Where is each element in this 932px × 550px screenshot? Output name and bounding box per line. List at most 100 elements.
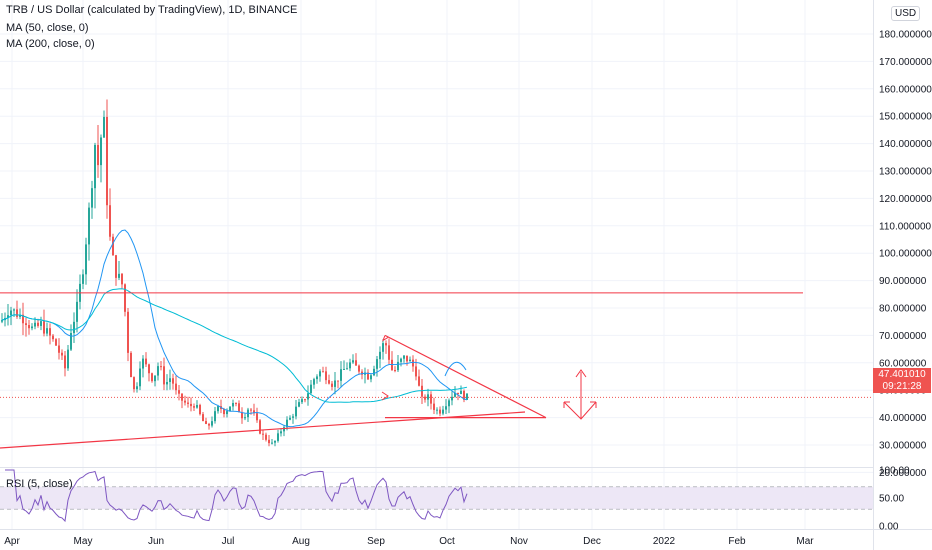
time-axis-label: Feb: [728, 536, 746, 547]
candle-body: [379, 351, 381, 360]
currency-button[interactable]: USD: [891, 6, 921, 21]
last-price-tag: 47.401010: [873, 368, 931, 381]
candle-body: [157, 366, 159, 376]
candle-body: [112, 236, 114, 256]
candle-body: [286, 419, 288, 428]
price-axis-label: 40.000000: [879, 413, 927, 424]
candle-body: [208, 423, 210, 426]
rsi-line: [5, 469, 468, 523]
time-axis-label: Apr: [4, 536, 20, 547]
candle-body: [223, 409, 225, 415]
candle-body: [76, 301, 78, 322]
candle-body: [370, 375, 372, 380]
candle-body: [1, 320, 3, 322]
legend-rsi[interactable]: RSI (5, close): [6, 478, 73, 490]
price-axis-label: 20.000000: [879, 468, 927, 479]
legend-ma200[interactable]: MA (200, close, 0): [6, 38, 95, 50]
candle-body: [304, 399, 306, 401]
chart-grid: [0, 0, 873, 529]
candle-body: [235, 403, 237, 405]
candles: [1, 99, 468, 447]
candle-body: [28, 325, 30, 329]
candle-body: [145, 358, 147, 365]
candle-body: [349, 362, 351, 369]
candle-body: [217, 406, 219, 412]
candle-body: [7, 315, 9, 319]
candle-body: [22, 314, 24, 324]
candle-body: [277, 433, 279, 441]
candle-body: [37, 322, 39, 326]
legend-ma50[interactable]: MA (50, close, 0): [6, 22, 89, 34]
candle-body: [340, 369, 342, 381]
candle-body: [175, 383, 177, 391]
candle-body: [445, 406, 447, 410]
candle-body: [187, 402, 189, 404]
candle-body: [442, 409, 444, 414]
price-axis-label: 110.000000: [879, 221, 932, 232]
projection-left-arrowhead: [563, 401, 570, 408]
price-axis[interactable]: 180.000000 170.000000 160.000000 150.000000…: [879, 30, 932, 479]
candle-body: [73, 321, 75, 334]
rsi-axis[interactable]: 100.00 50.00 0.00: [879, 466, 910, 533]
legend-symbol-title[interactable]: TRB / US Dollar (calculated by TradingVi…: [6, 4, 298, 16]
rsi-axis-label: 0.00: [879, 522, 899, 533]
candle-body: [118, 273, 120, 278]
candle-body: [451, 396, 453, 401]
candle-body: [196, 404, 198, 408]
time-axis-label: May: [74, 536, 93, 547]
candle-body: [133, 377, 135, 390]
candle-body: [136, 386, 138, 390]
projection-split-arrows: [563, 401, 597, 420]
candle-body: [466, 393, 468, 400]
candle-body: [25, 323, 27, 326]
candle-body: [454, 392, 456, 397]
candle-body: [268, 439, 270, 444]
candle-body: [166, 381, 168, 385]
candle-body: [238, 403, 240, 413]
candle-body: [406, 355, 408, 362]
price-axis-label: 70.000000: [879, 331, 927, 342]
candle-body: [421, 385, 423, 397]
rsi-pane[interactable]: [0, 469, 873, 523]
bar-countdown-tag: 09:21:28: [873, 381, 931, 393]
candle-body: [127, 311, 129, 353]
time-axis-label: Mar: [796, 536, 814, 547]
candle-body: [322, 371, 324, 373]
candle-body: [253, 410, 255, 414]
price-axis-label: 120.000000: [879, 194, 932, 205]
time-axis-label: Sep: [367, 536, 385, 547]
candle-body: [160, 366, 162, 368]
candle-body: [244, 417, 246, 419]
candle-body: [109, 205, 111, 237]
candle-body: [49, 328, 51, 336]
price-axis-label: 140.000000: [879, 139, 932, 150]
candle-body: [46, 328, 48, 334]
candle-body: [373, 368, 375, 376]
candle-body: [331, 383, 333, 387]
candle-body: [388, 345, 390, 360]
candle-body: [58, 345, 60, 353]
candle-body: [67, 349, 69, 369]
price-axis-label: 180.000000: [879, 30, 932, 41]
candle-body: [400, 358, 402, 362]
candle-body: [292, 416, 294, 418]
candle-body: [409, 359, 411, 362]
time-axis[interactable]: Apr May Jun Jul Aug Sep Oct Nov Dec 2022 Feb Mar: [4, 536, 814, 547]
candle-body: [70, 333, 72, 350]
candle-body: [316, 376, 318, 380]
candle-body: [211, 421, 213, 426]
candle-body: [31, 326, 33, 329]
ma200-line: [1, 288, 468, 403]
price-pane[interactable]: [0, 99, 873, 449]
candle-body: [97, 144, 99, 166]
candle-body: [301, 399, 303, 403]
price-axis-label: 30.000000: [879, 441, 927, 452]
price-axis-label: 130.000000: [879, 167, 932, 178]
candle-body: [16, 309, 18, 317]
candle-body: [250, 409, 252, 411]
trend-drawings[interactable]: [0, 292, 803, 449]
candle-body: [103, 116, 105, 138]
candle-body: [193, 406, 195, 408]
candle-body: [394, 370, 396, 372]
